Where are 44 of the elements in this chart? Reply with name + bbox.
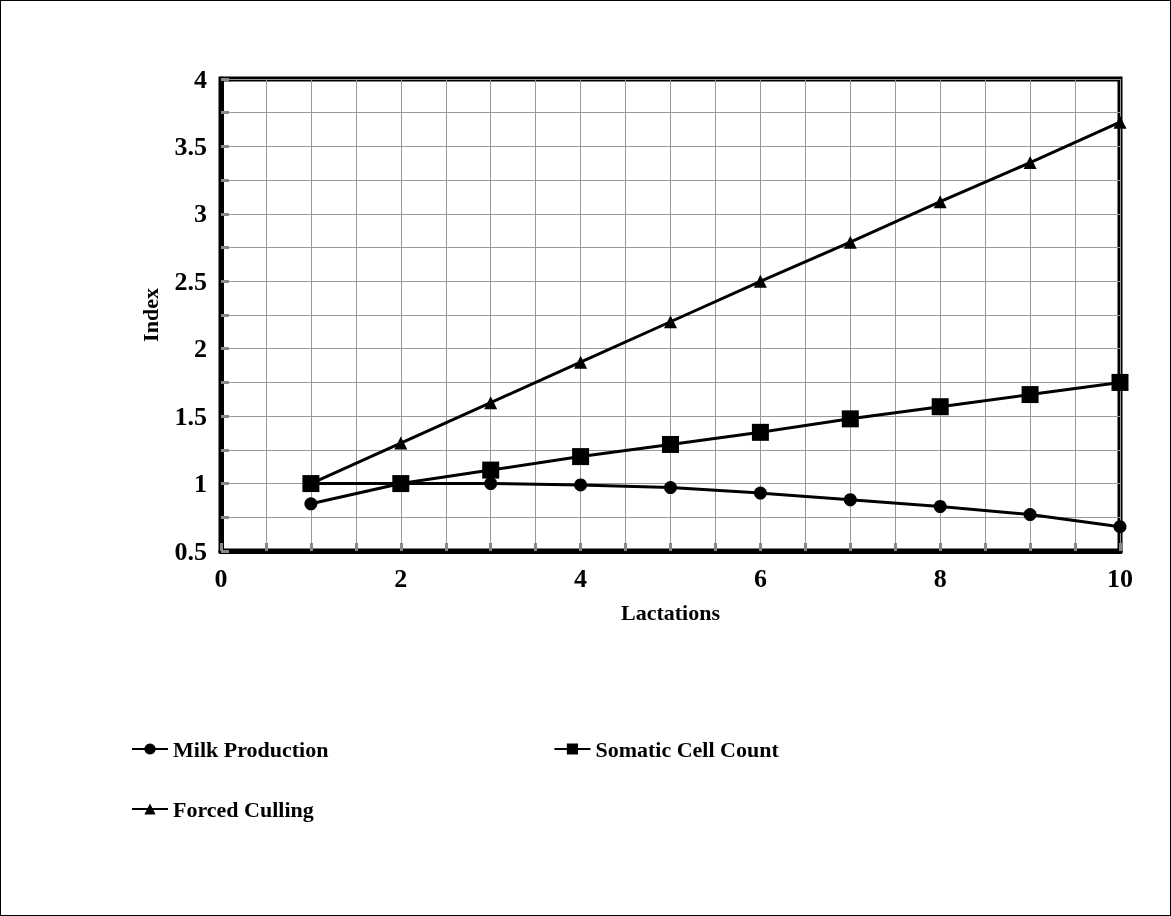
y-tick-label: 1 bbox=[194, 469, 207, 499]
point bbox=[664, 315, 677, 329]
y-axis-title: Index bbox=[137, 288, 163, 342]
x-tick-label: 10 bbox=[1107, 563, 1133, 593]
point bbox=[662, 435, 679, 453]
point bbox=[753, 486, 767, 500]
point bbox=[843, 493, 857, 507]
point bbox=[1023, 156, 1037, 170]
point bbox=[304, 497, 318, 511]
y-tick-label: 2.5 bbox=[174, 266, 207, 296]
point bbox=[1111, 373, 1129, 391]
point bbox=[484, 396, 498, 410]
legend-label: Milk Production bbox=[173, 736, 329, 762]
x-tick-label: 0 bbox=[214, 563, 228, 593]
point bbox=[751, 423, 769, 441]
x-tick-label: 6 bbox=[753, 563, 767, 593]
y-tick-label: 1.5 bbox=[174, 401, 207, 431]
y-tick-label: 0.5 bbox=[174, 536, 207, 566]
x-tick-label: 8 bbox=[933, 563, 947, 593]
point bbox=[664, 481, 677, 495]
point bbox=[933, 195, 947, 209]
point bbox=[1113, 520, 1127, 534]
point bbox=[753, 274, 767, 288]
y-tick-label: 3.5 bbox=[174, 131, 207, 161]
point bbox=[843, 235, 857, 249]
x-tick-label: 2 bbox=[394, 563, 408, 593]
point bbox=[841, 410, 859, 428]
point bbox=[1021, 386, 1039, 404]
y-tick-label: 3 bbox=[194, 199, 207, 229]
point bbox=[572, 448, 590, 466]
point bbox=[482, 461, 500, 479]
point bbox=[1113, 115, 1127, 129]
legend-label: Forced Culling bbox=[173, 796, 314, 822]
y-tick-label: 2 bbox=[194, 334, 207, 364]
point bbox=[933, 500, 947, 513]
point bbox=[394, 436, 408, 450]
y-tick-label: 4 bbox=[194, 64, 207, 94]
x-tick-label: 4 bbox=[574, 563, 588, 593]
point bbox=[1023, 508, 1037, 522]
legend-label: Somatic Cell Count bbox=[595, 736, 780, 762]
point bbox=[574, 355, 588, 369]
point bbox=[574, 478, 588, 492]
point bbox=[931, 398, 949, 416]
x-axis-title: Lactations bbox=[621, 599, 721, 625]
